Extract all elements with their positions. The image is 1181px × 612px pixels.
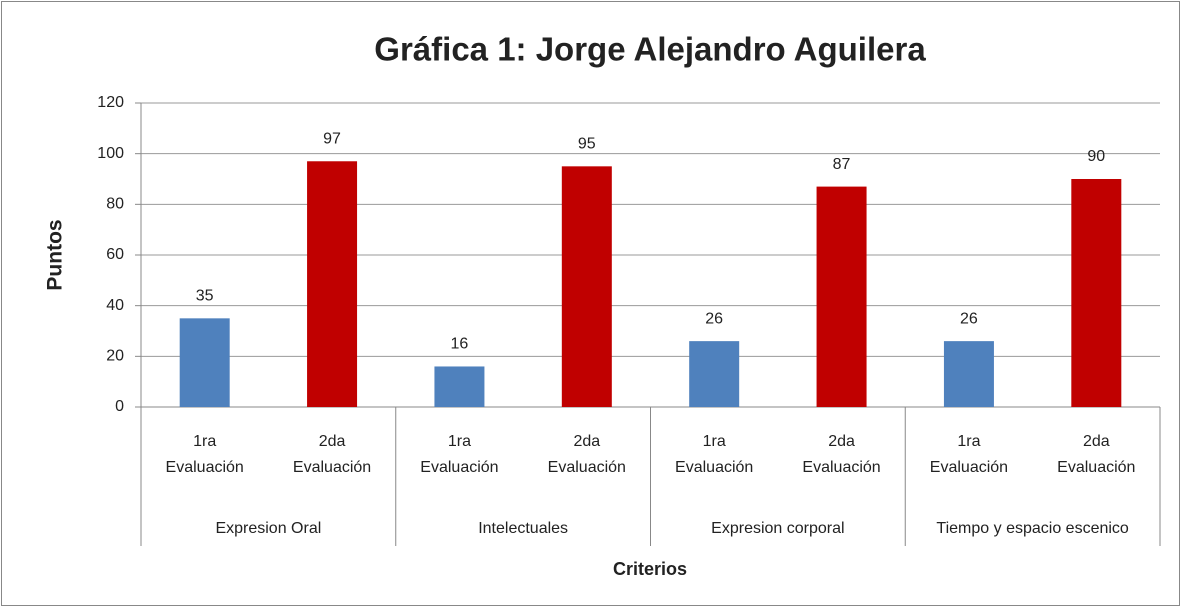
y-tick-label: 120 <box>97 94 124 111</box>
bar <box>1071 179 1122 407</box>
y-tick-label: 20 <box>106 348 124 365</box>
sub-category-label: 1ra Evaluación <box>166 433 244 476</box>
y-axis-label: Puntos <box>44 219 67 290</box>
bar <box>434 366 485 407</box>
sub-category-label: 2da Evaluación <box>293 433 371 476</box>
sub-category-label: 1ra Evaluación <box>420 433 498 476</box>
sub-category-label: 2da Evaluación <box>1057 433 1135 476</box>
sub-category-label: 2da Evaluación <box>548 433 626 476</box>
data-label: 16 <box>451 336 469 353</box>
data-label: 90 <box>1087 148 1105 165</box>
bar <box>816 186 867 407</box>
bar <box>561 166 612 407</box>
bar <box>307 161 358 407</box>
sub-category-label: 2da Evaluación <box>802 433 880 476</box>
data-label: 97 <box>323 130 341 147</box>
x-axis-label: Criterios <box>613 559 687 579</box>
sub-category-label: 1ra Evaluación <box>930 433 1008 476</box>
y-tick-label: 60 <box>106 246 124 263</box>
category-label: Tiempo y espacio escenico <box>936 520 1128 537</box>
y-tick-label: 40 <box>106 297 124 314</box>
data-label: 26 <box>705 310 723 327</box>
bar <box>179 318 230 407</box>
data-label: 87 <box>833 156 851 173</box>
category-label: Intelectuales <box>478 520 568 537</box>
category-label: Expresion corporal <box>711 520 844 537</box>
chart-title: Gráfica 1: Jorge Alejandro Aguilera <box>374 31 926 68</box>
data-label: 95 <box>578 136 596 153</box>
bar <box>943 341 994 407</box>
sub-category-label: 1ra Evaluación <box>675 433 753 476</box>
y-tick-label: 80 <box>106 196 124 213</box>
data-label: 26 <box>960 310 978 327</box>
y-tick-label: 0 <box>115 398 124 415</box>
category-label: Expresion Oral <box>215 520 321 537</box>
data-label: 35 <box>196 288 214 305</box>
y-tick-label: 100 <box>97 145 124 162</box>
bar <box>689 341 740 407</box>
